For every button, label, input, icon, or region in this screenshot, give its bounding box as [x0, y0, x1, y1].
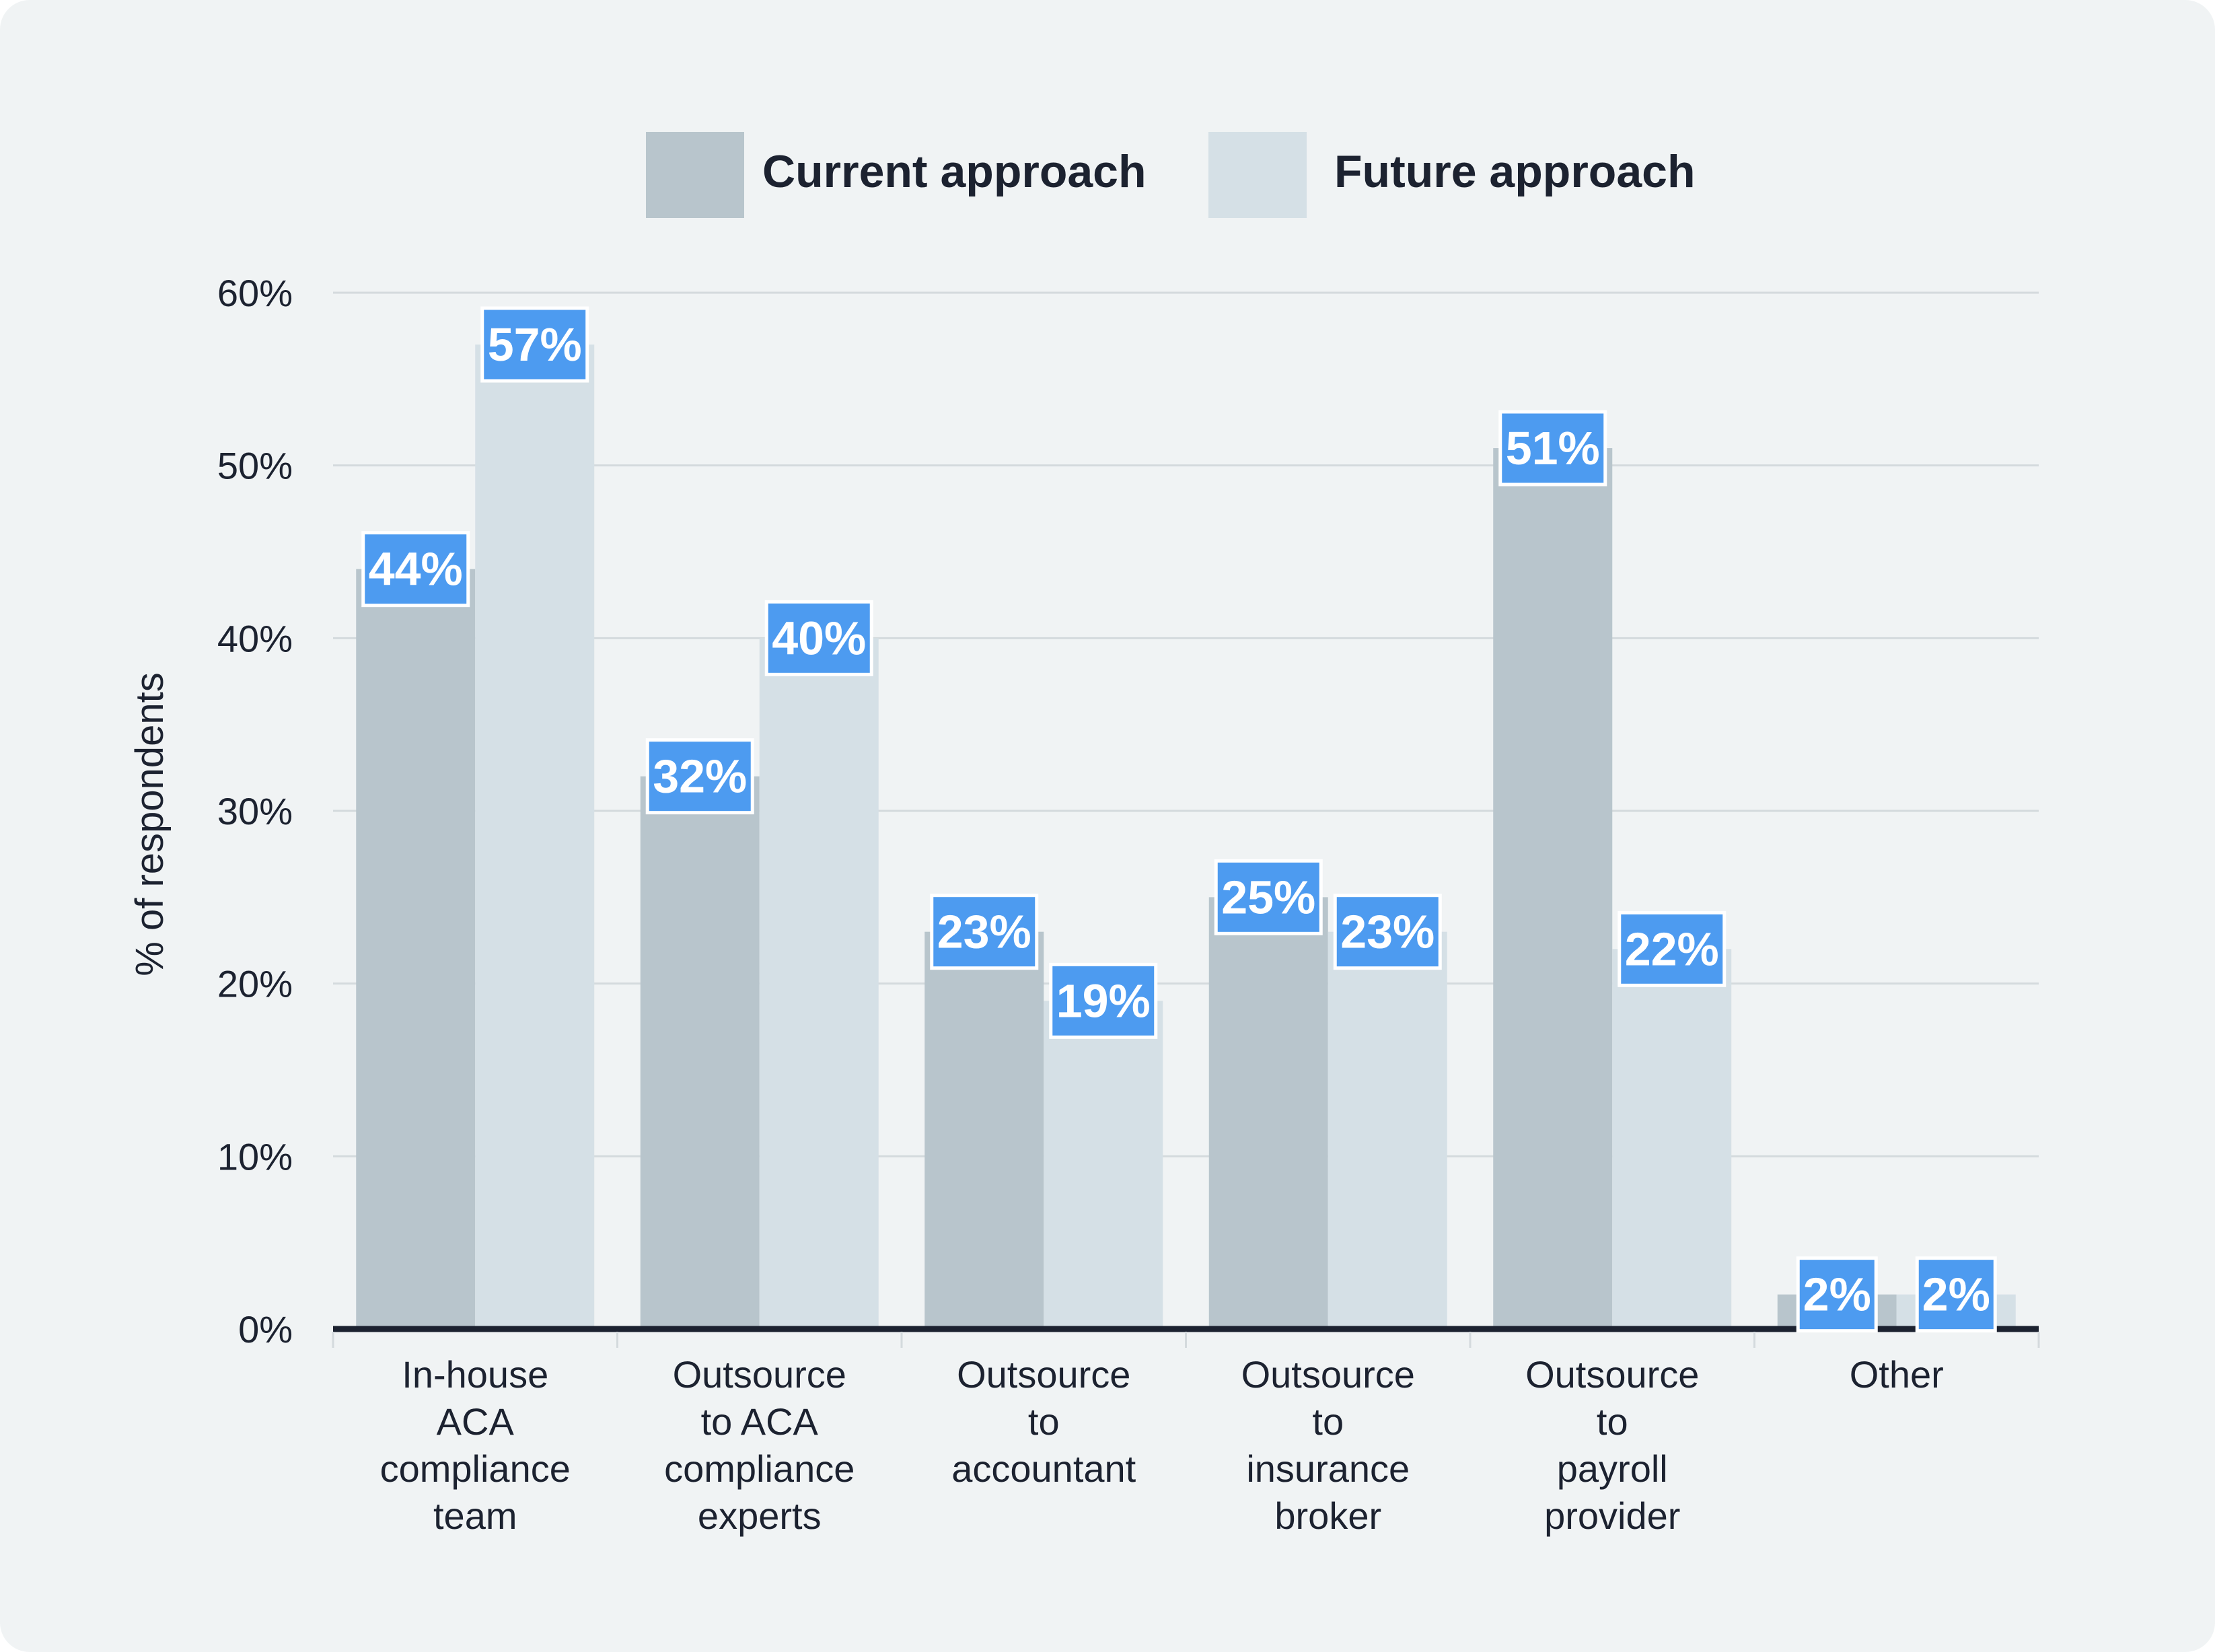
x-tick-label: Outsource to insurance broker [1241, 1353, 1415, 1537]
data-label-text: 44% [369, 543, 463, 596]
data-label-badge [1214, 859, 1323, 935]
x-tick-label-line: accountant [951, 1447, 1136, 1490]
y-tick-label: 20% [217, 963, 293, 1005]
x-tick-label: Outsource to ACA compliance experts [664, 1353, 855, 1537]
y-tick-label: 10% [217, 1135, 293, 1178]
x-tick-label-line: to [1028, 1400, 1060, 1443]
bar [924, 931, 1044, 1329]
y-tick-label: 60% [217, 272, 293, 314]
legend-swatch [1208, 132, 1307, 218]
x-tick-label-line: payroll [1557, 1447, 1668, 1490]
data-label-badge [645, 738, 754, 815]
data-label-text: 2% [1803, 1268, 1871, 1321]
x-tick-label-line: Outsource [957, 1353, 1130, 1396]
legend-label: Future approach [1334, 146, 1696, 197]
bar [640, 776, 760, 1329]
data-label-badge [361, 531, 470, 608]
x-tick-label-line: to [1312, 1400, 1344, 1443]
data-label-text: 40% [772, 612, 866, 664]
data-label-badge [1333, 894, 1442, 970]
x-tick-label-line: Outsource [1241, 1353, 1415, 1396]
bar [1328, 931, 1447, 1329]
x-tick-label: Outsource to accountant [951, 1353, 1136, 1490]
data-label-text: 25% [1221, 871, 1315, 923]
data-label: 44% [361, 531, 470, 608]
data-label-badge [1049, 962, 1158, 1039]
bar [1044, 1001, 1163, 1329]
axes: 0%10%20%30%40%50%60%In-house ACA complianc… [217, 272, 2040, 1537]
data-label: 19% [1049, 962, 1158, 1039]
x-tick-label-line: Other [1850, 1353, 1944, 1396]
x-tick-label: Other [1850, 1353, 1944, 1396]
bar [1612, 949, 1732, 1329]
x-tick-label-line: compliance [664, 1447, 855, 1490]
data-label-badge [1915, 1256, 1997, 1333]
data-label-badge [480, 306, 589, 383]
data-label: 2% [1915, 1256, 1997, 1333]
bar [475, 345, 595, 1329]
data-label: 22% [1618, 910, 1727, 987]
x-tick-label-line: compliance [380, 1447, 571, 1490]
y-axis-title: % of respondents [128, 672, 172, 976]
data-label-text: 19% [1056, 974, 1151, 1027]
y-tick-label: 0% [238, 1308, 293, 1351]
data-label-text: 22% [1625, 923, 1719, 975]
bars [356, 345, 2016, 1330]
y-tick-label: 40% [217, 617, 293, 659]
data-label-badge [1796, 1256, 1878, 1333]
data-label: 23% [1333, 894, 1442, 970]
x-tick-label-line: experts [698, 1495, 822, 1537]
data-label-text: 51% [1506, 422, 1600, 474]
data-label: 51% [1498, 410, 1607, 487]
data-label-badge [764, 600, 873, 676]
data-label: 40% [764, 600, 873, 676]
x-tick-label-line: ACA [437, 1400, 515, 1443]
data-label: 57% [480, 306, 589, 383]
x-tick-label: Outsource to payroll provider [1525, 1353, 1699, 1537]
y-tick-label: 30% [217, 790, 293, 832]
bar [356, 569, 476, 1329]
data-label-badge [1498, 410, 1607, 487]
legend: Current approach Future approach [646, 132, 1696, 218]
legend-label: Current approach [762, 146, 1147, 197]
data-label-text: 2% [1922, 1268, 1990, 1321]
x-tick-label-line: to ACA [701, 1400, 819, 1443]
data-label-text: 32% [653, 750, 747, 803]
x-tick-label-line: team [433, 1495, 517, 1537]
x-tick-label-line: In-house [402, 1353, 548, 1396]
bar [759, 638, 879, 1330]
bar [1493, 448, 1613, 1329]
data-label-text: 57% [488, 318, 582, 371]
bar [1208, 897, 1328, 1329]
data-label: 23% [930, 894, 1039, 970]
x-tick-label-line: to [1597, 1400, 1628, 1443]
data-label: 2% [1796, 1256, 1878, 1333]
x-tick-label-line: insurance [1246, 1447, 1410, 1490]
x-tick-label-line: Outsource [1525, 1353, 1699, 1396]
x-tick-label: In-house ACA compliance team [380, 1353, 571, 1537]
x-tick-label-line: broker [1274, 1495, 1381, 1537]
legend-swatch [646, 132, 744, 218]
x-tick-label-line: Outsource [673, 1353, 846, 1396]
data-label-text: 23% [1340, 906, 1435, 958]
gridlines [333, 291, 2039, 1157]
data-label: 25% [1214, 859, 1323, 935]
y-tick-label: 50% [217, 445, 293, 487]
x-tick-label-line: provider [1544, 1495, 1680, 1537]
data-label-badge [1618, 910, 1727, 987]
data-label-badge [930, 894, 1039, 970]
data-labels: 44% 32% 23% 25% 51% 2% 57% 40% 19% 23% 22% 2% [361, 306, 1997, 1333]
data-label: 32% [645, 738, 754, 815]
data-label-text: 23% [937, 906, 1031, 958]
